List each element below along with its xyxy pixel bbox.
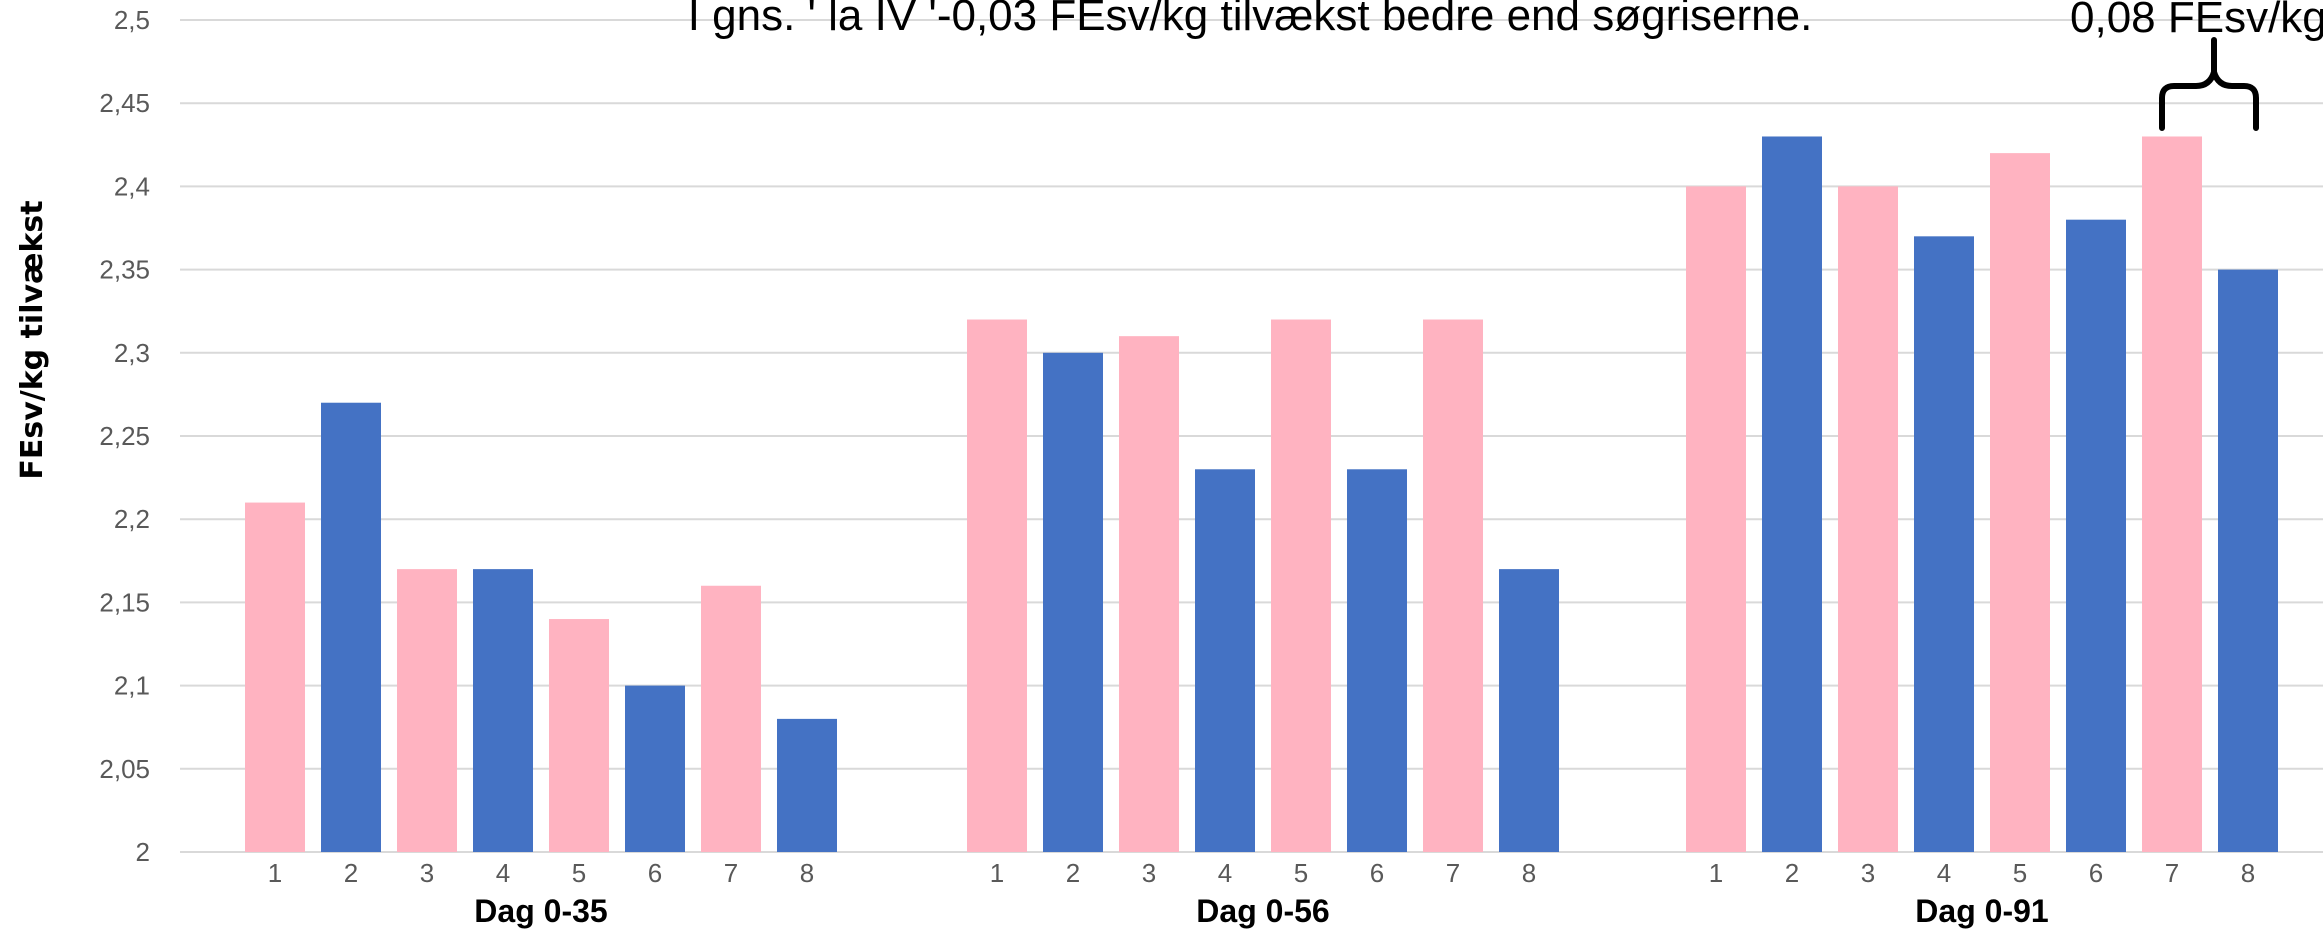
group-label: Dag 0-35: [474, 893, 607, 929]
x-tick-label: 2: [1785, 858, 1799, 888]
bar-3-1: [1686, 186, 1746, 852]
x-tick-label: 8: [2241, 858, 2255, 888]
bar-2-7: [1423, 319, 1483, 852]
bar-2-8: [1499, 569, 1559, 852]
x-tick-label: 8: [1522, 858, 1536, 888]
bracket-label: 0,08 FEsv/kg: [2070, 0, 2323, 42]
x-tick-label: 4: [1937, 858, 1951, 888]
y-tick-label: 2,5: [114, 5, 150, 35]
bar-1-2: [321, 402, 381, 852]
bar-1-7: [701, 585, 761, 852]
y-tick-label: 2,2: [114, 504, 150, 534]
bar-2-1: [967, 319, 1027, 852]
y-tick-label: 2,25: [99, 421, 150, 451]
x-tick-labels: 1 2 3 4 5 6 7 8 1 2 3 4 5 6 7 8 1 2 3 4 5 6 7 8: [268, 858, 2255, 888]
x-tick-label: 5: [1294, 858, 1308, 888]
x-tick-label: 6: [2089, 858, 2103, 888]
y-tick-label: 2,1: [114, 671, 150, 701]
x-tick-label: 6: [1370, 858, 1384, 888]
bar-2-3: [1119, 336, 1179, 852]
bar-3-6: [2066, 219, 2126, 852]
bar-2-5: [1271, 319, 1331, 852]
bar-1-6: [625, 685, 685, 852]
bar-3-7: [2142, 136, 2202, 853]
y-tick-label: 2,05: [99, 754, 150, 784]
x-tick-label: 6: [648, 858, 662, 888]
x-tick-label: 7: [1446, 858, 1460, 888]
bracket-brace: [2159, 37, 2259, 131]
bar-2-2: [1043, 352, 1103, 852]
top-annotation: I gns. ' la IV '-0,03 FEsv/kg tilvækst b…: [688, 0, 1813, 40]
bar-3-2: [1762, 136, 1822, 853]
bar-1-8: [777, 718, 837, 852]
bar-3-4: [1914, 236, 1974, 852]
x-tick-label: 5: [2013, 858, 2027, 888]
x-tick-label: 4: [496, 858, 510, 888]
x-tick-label: 3: [1142, 858, 1156, 888]
bar-1-4: [473, 569, 533, 852]
y-tick-labels: 2 2,05 2,1 2,15 2,2 2,25 2,3 2,35 2,4 2,45 2,5: [99, 5, 150, 867]
y-tick-label: 2,4: [114, 171, 150, 201]
bar-2-6: [1347, 469, 1407, 852]
y-tick-label: 2,15: [99, 587, 150, 617]
group-labels: Dag 0-35 Dag 0-56 Dag 0-91: [474, 893, 2048, 929]
x-tick-label: 8: [800, 858, 814, 888]
y-axis-label: FEsv/kg tilvækst: [15, 200, 50, 479]
bar-1-3: [397, 569, 457, 852]
bar-1-5: [549, 619, 609, 852]
x-tick-label: 4: [1218, 858, 1232, 888]
bar-1-1: [245, 502, 305, 852]
bar-3-8: [2218, 269, 2278, 853]
x-tick-label: 1: [268, 858, 282, 888]
bar-2-4: [1195, 469, 1255, 852]
y-tick-label: 2,35: [99, 255, 150, 285]
y-tick-label: 2: [136, 837, 150, 867]
x-tick-label: 2: [344, 858, 358, 888]
bar-3-3: [1838, 186, 1898, 852]
y-tick-label: 2,45: [99, 88, 150, 118]
group-label: Dag 0-56: [1196, 893, 1329, 929]
bar-3-5: [1990, 153, 2050, 852]
x-tick-label: 7: [2165, 858, 2179, 888]
x-tick-label: 5: [572, 858, 586, 888]
x-tick-label: 1: [1709, 858, 1723, 888]
bracket-annotation: 0,08 FEsv/kg: [2070, 0, 2323, 131]
y-tick-label: 2,3: [114, 338, 150, 368]
bars: [245, 136, 2278, 853]
group-label: Dag 0-91: [1915, 893, 2048, 929]
x-tick-label: 1: [990, 858, 1004, 888]
x-tick-label: 3: [1861, 858, 1875, 888]
x-tick-label: 3: [420, 858, 434, 888]
x-tick-label: 7: [724, 858, 738, 888]
x-tick-label: 2: [1066, 858, 1080, 888]
